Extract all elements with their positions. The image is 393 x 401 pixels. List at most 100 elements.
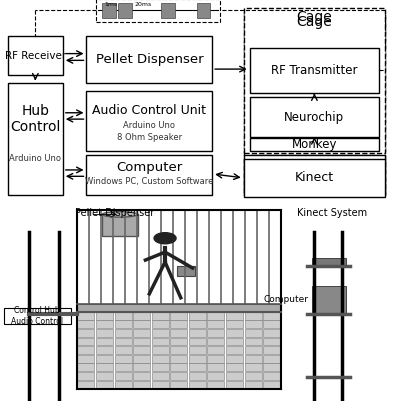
Bar — [96, 346, 113, 354]
Bar — [250, 155, 379, 190]
Bar — [189, 355, 206, 363]
Bar — [170, 329, 187, 337]
Bar — [226, 312, 243, 320]
Bar — [250, 48, 379, 93]
Bar — [208, 363, 224, 371]
Bar — [133, 346, 150, 354]
Bar — [115, 346, 132, 354]
Bar — [96, 363, 113, 371]
Bar — [77, 329, 94, 337]
Bar — [208, 312, 224, 320]
Text: RF Transmitter: RF Transmitter — [271, 65, 358, 78]
Bar — [77, 381, 94, 389]
Bar — [170, 320, 187, 328]
Bar — [77, 320, 94, 328]
Bar — [250, 103, 379, 151]
Bar — [152, 346, 169, 354]
Bar — [86, 36, 212, 83]
Bar — [96, 372, 113, 380]
Bar — [152, 329, 169, 337]
Bar — [152, 372, 169, 380]
Bar — [96, 0, 220, 22]
Bar — [133, 363, 150, 371]
Bar — [77, 372, 94, 380]
Bar — [96, 381, 113, 389]
Bar — [226, 329, 243, 337]
Bar — [152, 381, 169, 389]
Bar — [244, 363, 262, 371]
Bar — [244, 346, 262, 354]
Bar — [170, 338, 187, 346]
Bar — [170, 372, 187, 380]
Bar — [208, 329, 224, 337]
Text: 1ms: 1ms — [105, 2, 118, 7]
Circle shape — [154, 233, 176, 244]
Bar — [312, 286, 346, 314]
Text: Audio Control Unit: Audio Control Unit — [92, 104, 206, 117]
Bar — [152, 312, 169, 320]
Bar — [226, 363, 243, 371]
Bar — [152, 338, 169, 346]
Bar — [208, 338, 224, 346]
Bar — [196, 3, 210, 18]
Bar — [133, 355, 150, 363]
Bar — [312, 258, 346, 266]
Bar — [263, 338, 280, 346]
Ellipse shape — [102, 212, 138, 217]
Text: Kinect: Kinect — [295, 168, 334, 181]
Text: RF Transmitter: RF Transmitter — [271, 64, 358, 77]
Bar — [96, 312, 113, 320]
Bar — [263, 320, 280, 328]
Bar — [244, 155, 385, 194]
Text: Kinect: Kinect — [295, 171, 334, 184]
Bar — [86, 155, 212, 194]
Bar — [263, 346, 280, 354]
Bar — [96, 355, 113, 363]
Bar — [208, 355, 224, 363]
Bar — [226, 320, 243, 328]
Bar — [226, 355, 243, 363]
Bar — [115, 381, 132, 389]
Bar — [208, 346, 224, 354]
Bar — [115, 320, 132, 328]
Bar — [189, 381, 206, 389]
Text: Windows PC, Custom Software: Windows PC, Custom Software — [85, 177, 213, 186]
Bar — [170, 346, 187, 354]
Bar — [244, 355, 262, 363]
Bar — [244, 372, 262, 380]
Bar — [4, 308, 71, 324]
Bar — [77, 346, 94, 354]
Bar — [189, 372, 206, 380]
Bar — [77, 312, 94, 320]
Bar — [244, 159, 385, 196]
Bar — [102, 3, 116, 18]
Bar — [189, 363, 206, 371]
Bar — [226, 346, 243, 354]
Bar — [189, 329, 206, 337]
Bar — [115, 372, 132, 380]
Bar — [152, 355, 169, 363]
Bar — [244, 381, 262, 389]
Bar — [133, 381, 150, 389]
Bar — [226, 372, 243, 380]
Bar — [102, 215, 138, 236]
Bar — [244, 329, 262, 337]
Bar — [226, 338, 243, 346]
Text: Pellet Dispenser: Pellet Dispenser — [95, 53, 203, 66]
Text: Neurochip: Neurochip — [285, 121, 344, 134]
Bar — [189, 320, 206, 328]
Bar — [170, 355, 187, 363]
Bar — [118, 3, 132, 18]
Bar — [263, 372, 280, 380]
Bar — [250, 97, 379, 137]
Text: Computer: Computer — [263, 295, 309, 304]
Bar — [133, 329, 150, 337]
Text: Pellet Dispenser: Pellet Dispenser — [75, 209, 154, 219]
Bar — [244, 12, 385, 194]
Bar — [250, 138, 379, 151]
Bar — [170, 312, 187, 320]
Bar — [244, 312, 262, 320]
Bar — [244, 338, 262, 346]
Text: Monkey: Monkey — [292, 166, 337, 179]
Bar — [170, 363, 187, 371]
